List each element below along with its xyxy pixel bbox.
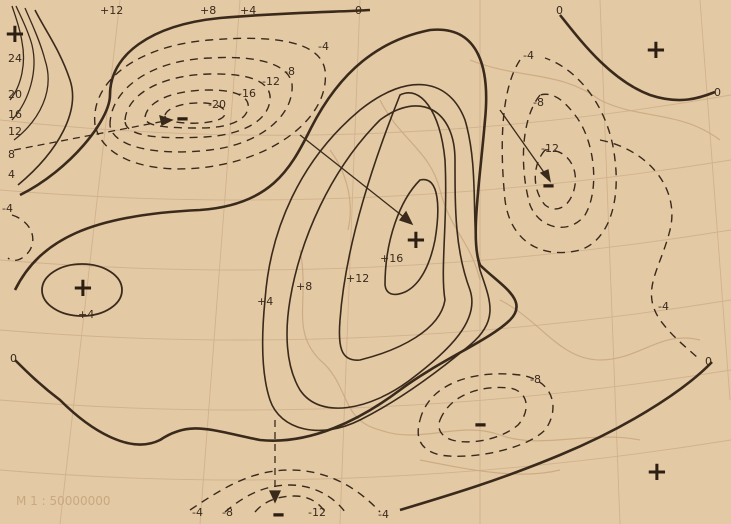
isotherm-zero-northeast [558, 14, 716, 102]
isotherm-zero-west [19, 8, 371, 197]
track-arrows [13, 109, 551, 504]
centre-signs: + – + – + + – + – [4, 19, 668, 524]
isotherm-minus12-south [254, 495, 326, 513]
arrowhead-west [159, 115, 174, 126]
label-minus12-ne: -12 [541, 142, 559, 155]
label-plus4-top: +4 [240, 4, 256, 17]
isotherm-minus4-southeast [417, 373, 554, 457]
label-minus4-ne: -4 [523, 49, 534, 62]
label-minus16: -16 [238, 87, 256, 100]
isotherm-plus4-west [41, 263, 123, 317]
track-arrow-west [13, 119, 171, 151]
minus-sign-northeast: – [542, 170, 555, 200]
label-zero-top: 0 [355, 4, 362, 17]
label-plus4-west: +4 [78, 308, 94, 321]
label-minus20: -20 [208, 98, 226, 111]
plus-sign-central: + [405, 225, 427, 255]
label-zero-sw: 0 [10, 352, 17, 365]
isotherm-minus4-west [94, 37, 327, 170]
isotherm-plus12 [338, 92, 447, 361]
isotherm-plus8-left [13, 7, 49, 141]
isotherm-minus8-northeast [522, 93, 595, 229]
label-plus12-central: +12 [346, 272, 369, 285]
label-plus8-central: +8 [296, 280, 312, 293]
isotherm-minus8-south [224, 484, 346, 513]
label-minus12-south: -12 [308, 506, 326, 519]
label-zero-east: 0 [714, 86, 721, 99]
label-left-20: 20 [8, 88, 22, 101]
label-zero-ne: 0 [556, 4, 563, 17]
isotherm-minus4-east [599, 139, 701, 361]
isotherm-plus8 [286, 105, 473, 409]
label-plus12-top: +12 [100, 4, 123, 17]
isotherm-minus4-left [7, 214, 34, 262]
label-plus8-top: +8 [200, 4, 216, 17]
isotherm-minus12-northeast [534, 149, 577, 210]
isotherm-plus12-left [11, 5, 35, 121]
plus-sign-northeast: + [645, 35, 667, 65]
label-plus4-central: +4 [257, 295, 273, 308]
arrowhead-central [398, 210, 414, 226]
label-left-8: 8 [8, 148, 15, 161]
solid-isotherms [9, 5, 716, 512]
label-zero-s: 0 [705, 355, 712, 368]
label-minus12-west: -12 [262, 75, 280, 88]
coastlines [299, 59, 721, 475]
label-minus4-south-1: -4 [192, 506, 203, 519]
isotherm-minus20-west [164, 102, 226, 124]
label-left-12: 12 [8, 125, 22, 138]
isotherm-minus8-southeast [438, 386, 527, 443]
label-minus8-west: -8 [284, 65, 295, 78]
dashed-isotherms [7, 37, 701, 513]
label-left-minus4: -4 [2, 202, 13, 215]
isotherm-zero-southeast [399, 361, 713, 512]
track-arrow-northeast [499, 109, 549, 179]
isotherm-minus4-northeast [501, 57, 617, 254]
label-minus4-west: -4 [318, 40, 329, 53]
label-left-4: 4 [8, 168, 15, 181]
label-minus4-east: -4 [658, 300, 669, 313]
minus-sign-south: – [272, 499, 285, 524]
label-minus8-se: -8 [530, 373, 541, 386]
label-left-24: 24 [8, 52, 22, 65]
isotherm-plus4-central [261, 83, 491, 432]
isotherm-plus16 [384, 178, 439, 296]
label-left-16: 16 [8, 108, 22, 121]
label-minus4-south-2: -4 [378, 508, 389, 521]
isotherm-minus12-west [124, 73, 271, 139]
plus-sign-top-left: + [4, 19, 26, 49]
isotherm-minus8-west [109, 56, 293, 153]
map-scale: M 1 : 50000000 [16, 494, 111, 508]
label-minus8-south: -8 [222, 506, 233, 519]
isotherm-minus4-south [189, 469, 381, 513]
minus-sign-west: – [176, 103, 189, 133]
isotherm-plus4-left [17, 9, 74, 186]
isotherm-plus16-left [9, 5, 25, 101]
label-plus16-central: +16 [380, 252, 403, 265]
plus-sign-west: + [72, 273, 94, 303]
label-minus8-ne: -8 [533, 96, 544, 109]
plus-sign-southeast: + [646, 457, 668, 487]
contour-labels: -20 -16 -12 -8 -4 +12 +8 +4 0 0 0 0 0 +1… [2, 4, 721, 521]
arrowhead-northeast [539, 169, 551, 183]
isotherm-zero-central [13, 28, 518, 446]
arrowhead-south [268, 490, 282, 504]
track-arrow-central [299, 134, 411, 223]
minus-sign-southeast: – [474, 409, 487, 439]
